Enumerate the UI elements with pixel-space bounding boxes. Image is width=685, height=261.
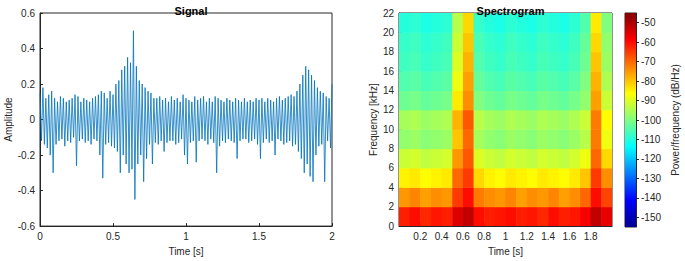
svg-text:-140: -140 xyxy=(641,192,661,203)
svg-text:Signal: Signal xyxy=(174,5,207,17)
svg-text:0.4: 0.4 xyxy=(21,43,35,54)
svg-text:-100: -100 xyxy=(641,115,661,126)
svg-text:12: 12 xyxy=(383,104,395,115)
svg-text:0.6: 0.6 xyxy=(456,231,470,242)
svg-text:Amplitude: Amplitude xyxy=(3,97,14,142)
svg-text:1.8: 1.8 xyxy=(584,231,598,242)
svg-text:Frequency [kHz]: Frequency [kHz] xyxy=(368,83,379,156)
svg-text:14: 14 xyxy=(383,85,395,96)
svg-text:-60: -60 xyxy=(641,37,656,48)
svg-text:1.4: 1.4 xyxy=(541,231,555,242)
svg-text:1.6: 1.6 xyxy=(562,231,576,242)
svg-text:-50: -50 xyxy=(641,17,656,28)
svg-text:6: 6 xyxy=(388,162,394,173)
svg-text:-0.6: -0.6 xyxy=(18,221,36,232)
svg-text:22: 22 xyxy=(383,8,395,19)
svg-text:-120: -120 xyxy=(641,153,661,164)
svg-text:-130: -130 xyxy=(641,173,661,184)
svg-text:0: 0 xyxy=(37,231,43,242)
svg-text:0: 0 xyxy=(388,221,394,232)
svg-text:Time [s]: Time [s] xyxy=(488,246,523,257)
svg-text:-110: -110 xyxy=(641,134,661,145)
svg-text:0.2: 0.2 xyxy=(413,231,427,242)
svg-text:4: 4 xyxy=(388,182,394,193)
svg-text:-0.4: -0.4 xyxy=(18,185,36,196)
svg-text:0: 0 xyxy=(29,114,35,125)
svg-text:18: 18 xyxy=(383,46,395,57)
svg-text:Time [s]: Time [s] xyxy=(168,246,203,257)
svg-text:0.2: 0.2 xyxy=(21,79,35,90)
svg-text:1: 1 xyxy=(503,231,509,242)
svg-text:2: 2 xyxy=(329,231,335,242)
svg-text:0.5: 0.5 xyxy=(106,231,120,242)
svg-text:0.8: 0.8 xyxy=(477,231,491,242)
svg-text:-150: -150 xyxy=(641,212,661,223)
svg-text:-90: -90 xyxy=(641,95,656,106)
svg-text:-80: -80 xyxy=(641,76,656,87)
svg-text:1.5: 1.5 xyxy=(252,231,266,242)
svg-text:8: 8 xyxy=(388,143,394,154)
svg-text:1: 1 xyxy=(183,231,189,242)
svg-text:0.6: 0.6 xyxy=(21,8,35,19)
svg-text:20: 20 xyxy=(383,27,395,38)
svg-text:Power/frequency (dB/Hz): Power/frequency (dB/Hz) xyxy=(670,64,681,176)
svg-text:10: 10 xyxy=(383,124,395,135)
svg-text:0.4: 0.4 xyxy=(435,231,449,242)
svg-text:-0.2: -0.2 xyxy=(18,150,36,161)
svg-text:-70: -70 xyxy=(641,56,656,67)
svg-text:16: 16 xyxy=(383,66,395,77)
svg-text:Spectrogram: Spectrogram xyxy=(477,5,545,17)
svg-text:2: 2 xyxy=(388,201,394,212)
svg-text:1.2: 1.2 xyxy=(520,231,534,242)
